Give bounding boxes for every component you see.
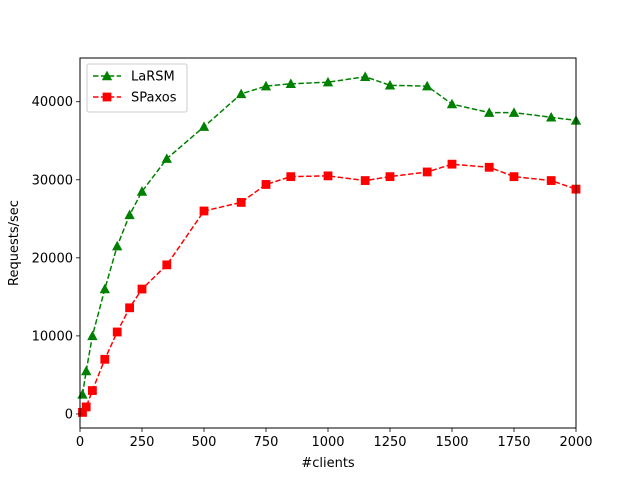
larsm-point [112, 240, 123, 251]
spaxos-point [546, 176, 556, 185]
series-layer [77, 71, 582, 417]
x-tick-label: 750 [254, 435, 279, 450]
legend: LaRSM SPaxos [86, 63, 188, 113]
y-tick-label: 0 [65, 407, 73, 422]
spaxos-point [323, 171, 333, 181]
legend-spaxos-label: SPaxos [131, 91, 177, 106]
y-axis-label: Requests/sec [7, 200, 22, 286]
larsm-point [99, 283, 110, 294]
y-tick-label: 20000 [32, 251, 73, 266]
larsm-point [236, 88, 247, 99]
spaxos-point [100, 354, 110, 364]
legend-larsm-marker [101, 70, 113, 81]
larsm-point [136, 186, 148, 196]
spaxos-point [422, 167, 432, 177]
spaxos-point [81, 402, 91, 412]
larsm-point [508, 107, 520, 117]
spaxos-point [125, 303, 134, 313]
spaxos-point [484, 162, 494, 172]
spaxos-point [162, 260, 172, 270]
x-tick-label: 500 [192, 435, 217, 450]
larsm-point [546, 111, 557, 122]
larsm-point [124, 209, 135, 220]
y-axis: 0 10000 20000 30000 40000 [32, 95, 80, 422]
spaxos-point [385, 172, 395, 182]
x-tick-label: 250 [130, 435, 155, 450]
spaxos-series [78, 159, 581, 417]
x-tick-label: 2000 [559, 435, 592, 450]
spaxos-point [137, 284, 147, 294]
y-tick-label: 10000 [32, 329, 73, 344]
larsm-point [161, 153, 172, 163]
larsm-line [81, 75, 577, 395]
legend-spaxos-marker [102, 92, 112, 102]
larsm-series [77, 71, 582, 399]
larsm-point [81, 365, 92, 376]
larsm-point [198, 121, 210, 131]
spaxos-point [286, 172, 296, 182]
spaxos-point [360, 176, 370, 185]
legend-larsm-label: LaRSM [131, 70, 175, 85]
larsm-point [285, 78, 296, 88]
x-tick-label: 0 [76, 435, 84, 450]
spaxos-point [509, 172, 519, 182]
spaxos-point [447, 159, 457, 169]
larsm-point [446, 98, 458, 109]
larsm-point [360, 71, 371, 81]
y-tick-label: 40000 [32, 95, 73, 110]
y-tick-label: 30000 [32, 173, 73, 188]
spaxos-point [112, 327, 122, 337]
larsm-point [87, 330, 98, 341]
larsm-point [484, 107, 495, 117]
x-tick-label: 1000 [311, 435, 344, 450]
x-axis: 0 250 500 750 1000 1250 1500 1750 2000 [76, 428, 593, 450]
x-axis-label: #clients [301, 456, 355, 471]
spaxos-point [236, 198, 246, 207]
larsm-point [260, 80, 272, 91]
larsm-point [384, 79, 396, 90]
x-tick-label: 1500 [435, 435, 468, 450]
larsm-point [322, 76, 334, 87]
spaxos-point [261, 180, 271, 189]
spaxos-point [199, 206, 209, 216]
x-tick-label: 1750 [497, 435, 530, 450]
spaxos-point [88, 386, 97, 395]
spaxos-line [81, 163, 577, 413]
larsm-point [422, 80, 433, 91]
x-tick-label: 1250 [373, 435, 406, 450]
